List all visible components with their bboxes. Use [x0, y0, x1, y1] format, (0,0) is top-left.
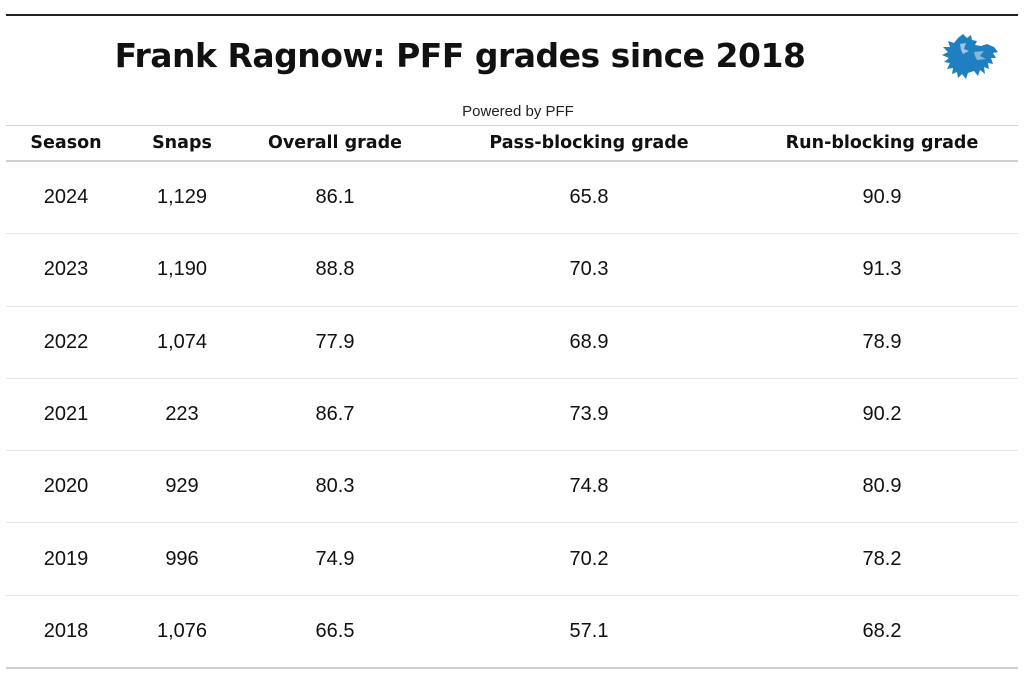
- cell-season: 2019: [6, 522, 126, 596]
- cell-run-blocking-grade: 68.2: [746, 595, 1018, 670]
- cell-run-blocking-grade: 90.2: [746, 378, 1018, 452]
- table-row: 2020 929 80.3 74.8 80.9: [6, 450, 1018, 524]
- cell-overall-grade: 88.8: [238, 233, 432, 307]
- table-header-row: Season Snaps Overall grade Pass-blocking…: [6, 125, 1018, 162]
- cell-pass-blocking-grade: 74.8: [432, 450, 746, 524]
- header-snaps: Snaps: [126, 125, 238, 162]
- cell-overall-grade: 80.3: [238, 450, 432, 524]
- cell-snaps: 1,076: [126, 595, 238, 670]
- header-overall-grade: Overall grade: [238, 125, 432, 162]
- cell-pass-blocking-grade: 70.2: [432, 522, 746, 596]
- chart-subtitle: Powered by PFF: [462, 103, 574, 120]
- cell-pass-blocking-grade: 68.9: [432, 306, 746, 379]
- cell-snaps: 1,074: [126, 306, 238, 379]
- cell-pass-blocking-grade: 57.1: [432, 595, 746, 670]
- chart-title: Frank Ragnow: PFF grades since 2018: [114, 36, 806, 75]
- cell-run-blocking-grade: 78.2: [746, 522, 1018, 596]
- cell-snaps: 1,129: [126, 161, 238, 235]
- header-season: Season: [6, 125, 126, 162]
- cell-snaps: 1,190: [126, 233, 238, 307]
- cell-snaps: 929: [126, 450, 238, 524]
- table-row: 2023 1,190 88.8 70.3 91.3: [6, 233, 1018, 307]
- cell-run-blocking-grade: 80.9: [746, 450, 1018, 524]
- cell-overall-grade: 77.9: [238, 306, 432, 379]
- header-pass-blocking-grade: Pass-blocking grade: [432, 125, 746, 162]
- cell-run-blocking-grade: 78.9: [746, 306, 1018, 379]
- cell-snaps: 996: [126, 522, 238, 596]
- table-row: 2022 1,074 77.9 68.9 78.9: [6, 306, 1018, 379]
- cell-run-blocking-grade: 91.3: [746, 233, 1018, 307]
- cell-pass-blocking-grade: 73.9: [432, 378, 746, 452]
- cell-overall-grade: 66.5: [238, 595, 432, 670]
- header-run-blocking-grade: Run-blocking grade: [746, 125, 1018, 162]
- cell-season: 2022: [6, 306, 126, 379]
- cell-season: 2021: [6, 378, 126, 452]
- cell-overall-grade: 86.7: [238, 378, 432, 452]
- grades-table: Season Snaps Overall grade Pass-blocking…: [6, 125, 1018, 670]
- table-row: 2021 223 86.7 73.9 90.2: [6, 378, 1018, 452]
- cell-snaps: 223: [126, 378, 238, 452]
- cell-pass-blocking-grade: 65.8: [432, 161, 746, 235]
- table-row: 2018 1,076 66.5 57.1 68.2: [6, 595, 1018, 670]
- cell-season: 2018: [6, 595, 126, 670]
- table-row: 2024 1,129 86.1 65.8 90.9: [6, 161, 1018, 235]
- cell-pass-blocking-grade: 70.3: [432, 233, 746, 307]
- cell-season: 2020: [6, 450, 126, 524]
- cell-season: 2024: [6, 161, 126, 235]
- cell-overall-grade: 74.9: [238, 522, 432, 596]
- cell-overall-grade: 86.1: [238, 161, 432, 235]
- cell-season: 2023: [6, 233, 126, 307]
- cell-run-blocking-grade: 90.9: [746, 161, 1018, 235]
- detroit-lion-logo-icon: [942, 34, 998, 79]
- table-row: 2019 996 74.9 70.2 78.2: [6, 522, 1018, 596]
- top-rule: [6, 14, 1018, 16]
